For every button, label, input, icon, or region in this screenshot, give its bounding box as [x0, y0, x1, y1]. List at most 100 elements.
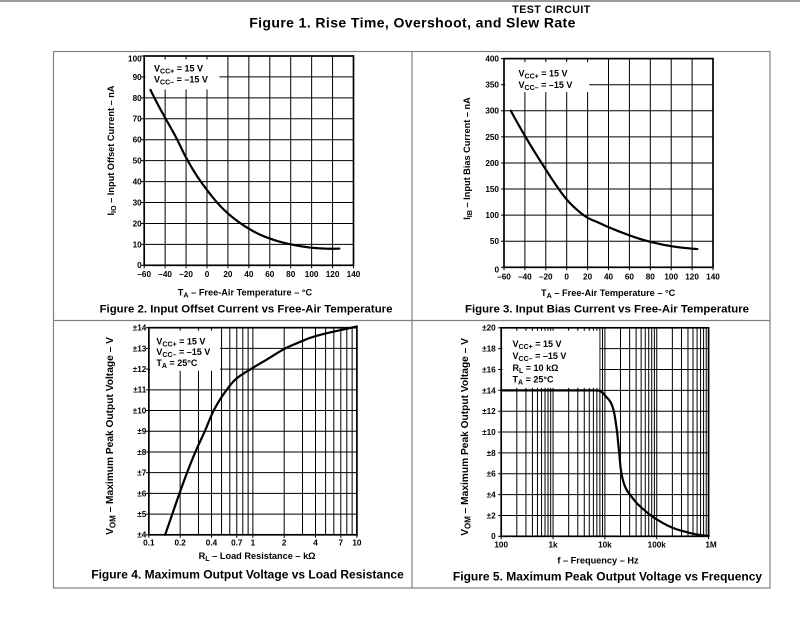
svg-text:VCC+​ = 15 V: VCC+​ = 15 V [154, 64, 203, 76]
svg-text:VOM​ – Maximum Peak Output Vol: VOM​ – Maximum Peak Output Voltage – V [460, 338, 472, 536]
svg-text:50: 50 [133, 157, 143, 166]
svg-text:±7: ±7 [137, 469, 146, 478]
svg-text:140: 140 [347, 270, 361, 279]
svg-text:100: 100 [485, 211, 499, 220]
svg-text:Figure 1. Rise Time, Overshoot: Figure 1. Rise Time, Overshoot, and Slew… [249, 15, 576, 31]
svg-text:80: 80 [646, 273, 656, 282]
svg-text:VCC​–​ = –15 V: VCC​–​ = –15 V [156, 347, 210, 359]
svg-text:VCC​–​ = –15 V: VCC​–​ = –15 V [154, 74, 208, 86]
svg-text:80: 80 [133, 94, 143, 103]
svg-text:Figure 5. Maximum Peak Output: Figure 5. Maximum Peak Output Voltage vs… [453, 569, 763, 583]
svg-text:±11: ±11 [133, 386, 147, 395]
svg-text:10: 10 [352, 538, 362, 547]
svg-text:±20: ±20 [482, 324, 496, 333]
svg-text:90: 90 [133, 73, 143, 82]
svg-text:±4: ±4 [137, 531, 146, 540]
svg-text:1: 1 [251, 538, 256, 547]
svg-text:0.2: 0.2 [174, 538, 186, 547]
svg-text:200: 200 [485, 159, 499, 168]
svg-text:–40: –40 [518, 273, 532, 282]
svg-text:±10: ±10 [482, 428, 496, 437]
svg-text:VCC​–​ = –15 V: VCC​–​ = –15 V [513, 351, 567, 363]
svg-text:120: 120 [685, 273, 699, 282]
svg-text:40: 40 [133, 177, 143, 186]
svg-text:0.7: 0.7 [231, 538, 243, 547]
svg-text:140: 140 [706, 273, 720, 282]
svg-text:Figure 4. Maximum Output Volta: Figure 4. Maximum Output Voltage vs Load… [91, 567, 404, 581]
svg-text:RL​ = 10 kΩ: RL​ = 10 kΩ [513, 363, 559, 375]
svg-text:60: 60 [265, 270, 275, 279]
svg-text:0: 0 [494, 266, 499, 275]
svg-text:TA​ = 25°C: TA​ = 25°C [513, 375, 554, 387]
svg-text:VCC+​ = 15 V: VCC+​ = 15 V [156, 336, 205, 348]
svg-text:TA​ – Free-Air Temperature – °: TA​ – Free-Air Temperature – °C [178, 287, 313, 299]
svg-text:4: 4 [313, 538, 318, 547]
svg-text:0: 0 [137, 261, 142, 270]
svg-text:±12: ±12 [133, 365, 147, 374]
svg-text:20: 20 [223, 270, 233, 279]
svg-text:70: 70 [133, 115, 143, 124]
svg-text:±14: ±14 [482, 386, 496, 395]
svg-text:±12: ±12 [482, 407, 496, 416]
svg-text:±8: ±8 [137, 448, 146, 457]
svg-text:10k: 10k [598, 540, 612, 549]
svg-text:±4: ±4 [487, 491, 496, 500]
svg-text:30: 30 [133, 198, 143, 207]
svg-text:2: 2 [282, 538, 287, 547]
svg-text:IIO​ – Input Offset Current –: IIO​ – Input Offset Current – nA [106, 85, 118, 215]
svg-text:TA​ = 25°C: TA​ = 25°C [156, 358, 197, 370]
svg-text:0: 0 [564, 273, 569, 282]
svg-text:–60: –60 [137, 270, 151, 279]
svg-text:±6: ±6 [487, 470, 496, 479]
svg-text:20: 20 [583, 273, 593, 282]
svg-text:150: 150 [485, 185, 499, 194]
svg-text:1M: 1M [705, 540, 717, 549]
svg-text:±5: ±5 [137, 510, 146, 519]
svg-text:±2: ±2 [487, 511, 496, 520]
svg-text:400: 400 [485, 55, 499, 64]
svg-text:VOM​ – Maximum Peak Output Vol: VOM​ – Maximum Peak Output Voltage – V [105, 337, 117, 535]
svg-text:±10: ±10 [133, 406, 147, 415]
svg-text:100k: 100k [648, 540, 667, 549]
svg-text:±16: ±16 [482, 365, 496, 374]
svg-text:0: 0 [205, 270, 210, 279]
svg-text:0.4: 0.4 [206, 538, 218, 547]
svg-text:Figure 2. Input Offset Current: Figure 2. Input Offset Current vs Free-A… [100, 303, 393, 315]
svg-text:50: 50 [490, 237, 500, 246]
svg-text:0: 0 [491, 532, 496, 541]
svg-text:–60: –60 [497, 273, 511, 282]
svg-text:300: 300 [485, 107, 499, 116]
svg-text:VCC+​ = 15 V: VCC+​ = 15 V [519, 69, 568, 81]
svg-text:10: 10 [133, 240, 143, 249]
svg-text:1k: 1k [548, 540, 558, 549]
svg-text:Figure 3. Input Bias Current v: Figure 3. Input Bias Current vs Free-Air… [465, 303, 749, 315]
svg-text:60: 60 [625, 273, 635, 282]
svg-text:TA​ – Free-Air Temperature – °: TA​ – Free-Air Temperature – °C [541, 288, 676, 300]
svg-text:20: 20 [133, 219, 143, 228]
svg-text:100: 100 [664, 273, 678, 282]
svg-text:TEST CIRCUIT: TEST CIRCUIT [512, 4, 590, 16]
svg-text:0.1: 0.1 [143, 538, 155, 547]
svg-text:60: 60 [133, 136, 143, 145]
svg-text:IIB​ – Input Bias Current – nA: IIB​ – Input Bias Current – nA [462, 97, 474, 220]
svg-text:±14: ±14 [133, 324, 147, 333]
svg-text:7: 7 [339, 538, 344, 547]
svg-text:40: 40 [244, 270, 254, 279]
svg-text:–20: –20 [539, 273, 553, 282]
svg-text:VCC​–​ = –15 V: VCC​–​ = –15 V [519, 80, 573, 92]
svg-text:80: 80 [286, 270, 296, 279]
svg-text:250: 250 [485, 133, 499, 142]
svg-text:±13: ±13 [133, 344, 147, 353]
svg-text:–20: –20 [179, 270, 193, 279]
svg-text:±6: ±6 [137, 489, 146, 498]
svg-text:100: 100 [305, 270, 319, 279]
svg-text:100: 100 [494, 540, 508, 549]
svg-text:350: 350 [485, 81, 499, 90]
svg-text:–40: –40 [158, 270, 172, 279]
svg-text:±8: ±8 [487, 449, 496, 458]
svg-text:±9: ±9 [137, 427, 146, 436]
svg-text:f – Frequency – Hz: f – Frequency – Hz [557, 556, 639, 566]
svg-text:100: 100 [128, 55, 142, 64]
svg-text:40: 40 [604, 273, 614, 282]
svg-text:VCC+​ = 15 V: VCC+​ = 15 V [513, 339, 562, 351]
